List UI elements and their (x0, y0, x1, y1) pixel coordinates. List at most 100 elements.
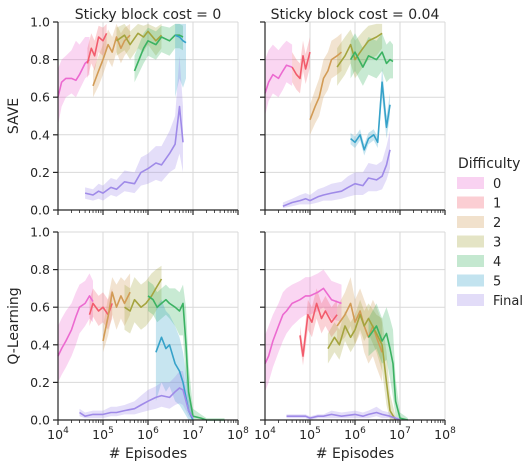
x-ticks (264, 210, 446, 215)
legend-entry-final: Final (457, 294, 523, 309)
legend-swatch (457, 255, 484, 267)
x-ticks (57, 210, 239, 215)
band-series-2 (337, 277, 383, 383)
band-series-final (286, 406, 400, 420)
x-tick-label: 106 (137, 426, 159, 442)
y-axis-label: SAVE (6, 98, 22, 134)
legend-entry-1: 1 (457, 196, 501, 212)
legend-label: 2 (493, 216, 501, 231)
y-ticks: 0.0 0.2 0.4 0.6 0.8 1.0 (30, 225, 58, 428)
x-ticks: 104 105 106 107 108 (254, 420, 456, 442)
confidence-bands (58, 265, 225, 420)
panels: 0.0 0.2 0.4 0.6 0.8 1.0 Sticky block cost = 0 S… (6, 7, 456, 461)
series-lines (57, 278, 225, 421)
y-tick-label: 0.4 (30, 127, 50, 142)
y-tick-label: 0.4 (30, 337, 50, 352)
line-series-1 (86, 32, 108, 64)
legend-label: 5 (493, 275, 501, 290)
line-series-4 (349, 51, 394, 68)
legend-swatch (457, 235, 484, 248)
line-series-final (79, 387, 194, 419)
panel-bottom-right: 104 105 106 107 108 # Episodes (254, 231, 456, 461)
band-series-0 (265, 269, 342, 392)
line-series-4 (133, 34, 184, 72)
y-tick-label: 0.2 (30, 165, 50, 180)
line-series-final (84, 105, 184, 196)
y-tick-label: 0.2 (30, 375, 50, 390)
band-series-final (79, 371, 193, 420)
line-series-3 (327, 313, 397, 421)
band-series-0 (58, 37, 90, 126)
x-tick-label: 108 (227, 426, 249, 442)
panel-top-left: 0.0 0.2 0.4 0.6 0.8 1.0 Sticky block cost = 0 S… (6, 7, 239, 218)
line-series-5 (350, 81, 391, 151)
legend: Difficulty 0 1 2 3 4 5 Final (457, 156, 523, 309)
series-lines (264, 287, 409, 421)
legend-swatch (457, 274, 484, 287)
y-tick-label: 0.6 (30, 300, 50, 315)
y-tick-label: 0.0 (30, 203, 50, 218)
line-series-0 (264, 287, 342, 364)
panel-bottom-left: 0.0 0.2 0.4 0.6 0.8 1.0 104 105 106 107 108 Q-Learn… (6, 225, 249, 461)
confidence-bands (58, 23, 186, 201)
line-series-2 (309, 51, 343, 121)
line-series-0 (57, 295, 94, 357)
band-series-final (282, 131, 390, 209)
legend-title: Difficulty (458, 156, 520, 172)
band-series-2 (103, 273, 131, 353)
legend-label: Final (493, 294, 523, 309)
y-ticks: 0.0 0.2 0.4 0.6 0.8 1.0 (30, 15, 58, 218)
legend-swatch (457, 216, 484, 228)
band-series-5 (175, 23, 186, 98)
line-series-1 (299, 302, 338, 357)
line-series-3 (124, 278, 163, 312)
band-series-4 (350, 33, 393, 86)
panel-title: Sticky block cost = 0.04 (271, 7, 440, 23)
legend-swatch (457, 196, 484, 209)
x-tick-label: 107 (182, 426, 204, 442)
legend-label: 4 (493, 255, 501, 270)
y-ticks (260, 21, 265, 211)
panel-top-right: Sticky block cost = 0.04 (260, 7, 446, 215)
x-tick-label: 104 (47, 426, 69, 442)
series-lines (264, 32, 394, 207)
x-tick-label: 107 (389, 426, 411, 442)
x-tick-label: 105 (92, 426, 114, 442)
band-series-0 (58, 273, 93, 383)
band-series-1 (87, 23, 107, 79)
y-tick-label: 1.0 (30, 15, 50, 30)
line-series-0 (57, 58, 91, 98)
line-series-4 (367, 325, 409, 421)
y-tick-label: 0.6 (30, 90, 50, 105)
y-ticks (260, 231, 265, 421)
x-tick-label: 104 (254, 426, 276, 442)
legend-swatch (457, 294, 484, 306)
band-series-3 (116, 23, 162, 60)
line-series-4 (147, 295, 225, 421)
line-series-final (282, 149, 391, 207)
line-series-3 (336, 32, 383, 68)
x-tick-label: 108 (434, 426, 456, 442)
legend-swatch (457, 177, 484, 189)
band-series-3 (124, 265, 162, 334)
legend-entry-0: 0 (457, 177, 501, 192)
confidence-bands (265, 23, 393, 209)
x-axis-label: # Episodes (316, 446, 394, 461)
y-axis-label: Q-Learning (6, 287, 22, 364)
line-series-final (286, 411, 401, 421)
x-axis-label: # Episodes (109, 446, 187, 461)
series-lines (57, 30, 187, 196)
legend-entry-4: 4 (457, 255, 501, 270)
line-series-0 (264, 64, 293, 94)
line-series-2 (92, 34, 131, 87)
line-series-1 (291, 51, 311, 80)
x-tick-label: 105 (299, 426, 321, 442)
legend-entry-2: 2 (457, 216, 501, 231)
line-series-5 (174, 34, 187, 44)
legend-label: 1 (493, 197, 501, 212)
y-tick-label: 0.0 (30, 413, 50, 428)
legend-entry-3: 3 (457, 235, 501, 251)
y-tick-label: 0.8 (30, 262, 50, 277)
y-tick-label: 0.8 (30, 52, 50, 67)
